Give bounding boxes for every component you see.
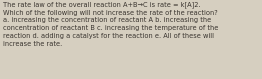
Text: The rate law of the overall reaction A+B→C is rate = k[A]2.
Which of the followi: The rate law of the overall reaction A+B… [3, 1, 219, 47]
